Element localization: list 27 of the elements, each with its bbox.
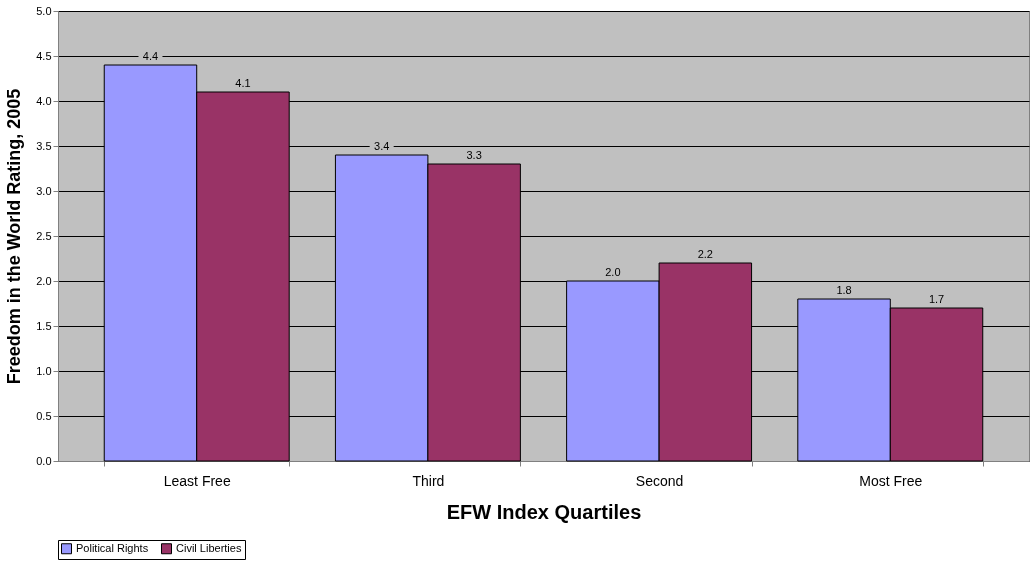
y-tick-label: 3.5 [36, 139, 52, 152]
y-tick-label: 2.0 [36, 274, 52, 287]
y-tick-label: 4.0 [36, 94, 52, 107]
y-tick-label: 1.0 [36, 364, 52, 377]
data-label: 2.2 [697, 248, 713, 260]
data-label: 3.3 [466, 149, 482, 161]
y-tick-label: 0.0 [36, 454, 52, 467]
legend-label: Political Rights [76, 541, 149, 554]
data-label: 3.4 [374, 140, 390, 152]
y-tick-label: 1.5 [36, 319, 52, 332]
y-axis-title: Freedom in the World Rating, 2005 [4, 88, 25, 385]
y-tick-label: 3.0 [36, 184, 52, 197]
x-tick-label: Most Free [859, 472, 923, 489]
data-label: 1.7 [928, 293, 945, 305]
y-tick-label: 4.5 [36, 49, 52, 62]
data-label: 4.1 [235, 77, 251, 89]
x-axis-title: EFW Index Quartiles [446, 500, 642, 523]
data-label: 4.4 [142, 50, 159, 62]
x-tick-label: Second [635, 472, 684, 489]
data-label: 1.8 [836, 284, 852, 296]
x-tick-label: Least Free [163, 472, 231, 489]
y-tick-label: 2.5 [36, 229, 52, 242]
data-label: 2.0 [605, 266, 621, 278]
legend-label: Civil Liberties [176, 541, 242, 554]
y-tick-label: 5.0 [36, 4, 52, 17]
y-tick-label: 0.5 [36, 409, 52, 422]
x-tick-label: Third [412, 472, 445, 489]
